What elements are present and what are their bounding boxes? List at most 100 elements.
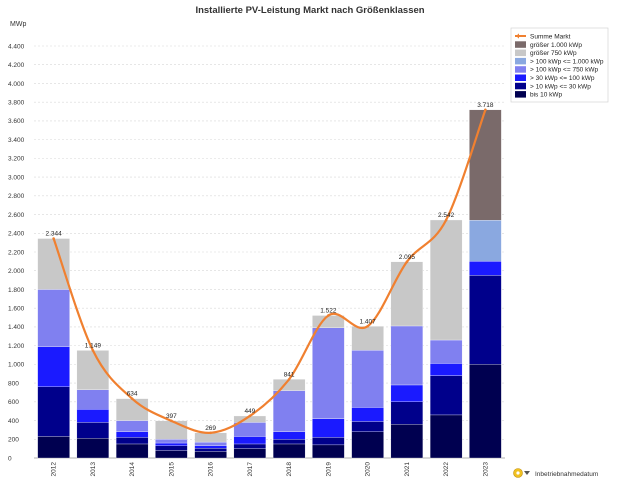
bar-segment	[155, 442, 188, 446]
x-tick-label: 2014	[129, 462, 136, 477]
bar-segment	[390, 325, 424, 386]
footer[interactable]: Inbetriebnahmedatum	[513, 468, 599, 479]
bar-segment	[194, 445, 227, 449]
legend-swatch	[515, 49, 526, 57]
bar-segment	[155, 420, 188, 440]
chart-title: Installierte PV-Leistung Markt nach Größ…	[195, 5, 424, 16]
bar-segment	[351, 431, 384, 459]
bar-segment	[390, 424, 424, 459]
sum-line-point	[366, 324, 369, 328]
bar-segment	[312, 327, 345, 419]
sum-line-point	[130, 397, 134, 400]
data-label: 2.542	[438, 212, 455, 219]
y-tick-label: 3.600	[8, 118, 25, 125]
filter-dropdown-icon[interactable]	[513, 468, 531, 478]
bar-segment	[194, 441, 227, 446]
x-tick-label: 2016	[208, 462, 215, 477]
y-tick-label: 1.000	[8, 362, 25, 369]
bar-segment	[390, 384, 424, 402]
legend-label: bis 10 kWp	[530, 92, 563, 99]
bar-segment	[312, 444, 345, 459]
bar-segment	[115, 420, 149, 432]
bar-segment	[115, 443, 149, 459]
data-label: 1.407	[359, 318, 376, 325]
x-tick-label: 2012	[51, 462, 58, 477]
bar-segment	[312, 437, 345, 446]
legend-swatch	[515, 41, 526, 48]
legend-swatch	[515, 82, 526, 90]
bar-segment	[233, 443, 267, 449]
bar-segment	[351, 407, 384, 422]
x-tick-label: 2018	[286, 462, 293, 477]
bar-segment	[194, 451, 227, 459]
y-tick-label: 2.400	[8, 231, 25, 238]
data-label: 397	[166, 413, 177, 420]
y-tick-label: 2.600	[8, 212, 25, 219]
y-tick-label: 3.800	[8, 99, 25, 106]
bar-segment	[155, 439, 188, 444]
sum-line-point	[248, 414, 252, 418]
bar-segment	[37, 346, 70, 387]
bar-segment	[351, 326, 384, 351]
data-label: 2.095	[399, 254, 416, 261]
bar-segment	[312, 418, 345, 438]
data-label: 1.522	[320, 307, 337, 314]
legend-label: > 100 kWp <= 750 kWp	[530, 67, 598, 74]
bar-segment	[155, 450, 188, 459]
bar-segment	[272, 431, 306, 440]
bars	[37, 109, 502, 459]
y-tick-label: 2.800	[8, 193, 25, 200]
y-tick-label: 600	[8, 399, 19, 406]
x-tick-label: 2023	[482, 462, 489, 477]
legend-label: größer 750 kWp	[530, 50, 577, 57]
sum-line-point	[170, 419, 173, 423]
bar-segment	[37, 289, 70, 347]
y-tick-label: 3.400	[8, 137, 25, 144]
bar-segment	[272, 439, 306, 445]
gridlines	[34, 45, 505, 459]
y-tick-label: 4.200	[8, 62, 25, 69]
bar-segment	[429, 363, 463, 376]
bar-segment	[155, 445, 188, 451]
bar-segment	[194, 432, 227, 443]
bar-segment	[37, 436, 70, 459]
bar-segment	[233, 448, 267, 459]
bar-segment	[194, 448, 227, 452]
data-label: 269	[205, 425, 216, 432]
legend-swatch	[515, 57, 526, 65]
sum-line-point	[484, 108, 487, 112]
y-tick-label: 800	[8, 380, 19, 387]
bar-segment	[429, 219, 463, 341]
y-tick-label: 3.200	[8, 156, 25, 163]
bar-segment	[312, 315, 345, 328]
bar-segment	[469, 275, 502, 365]
sum-line-path	[52, 108, 487, 434]
legend-label: > 10 kWp <= 30 kWp	[530, 83, 591, 90]
bar-segment	[233, 436, 267, 445]
sum-line-point	[52, 237, 55, 240]
bar-segment	[76, 389, 110, 410]
footer-label: Inbetriebnahmedatum	[535, 471, 598, 478]
y-tick-label: 1.600	[8, 305, 25, 312]
legend-label: größer 1.000 kWp	[530, 42, 582, 49]
y-tick-label: 4.000	[8, 81, 25, 88]
y-tick-label: 1.400	[8, 324, 25, 331]
x-tick-label: 2021	[404, 462, 411, 477]
legend-label: Summe Markt	[530, 34, 571, 41]
y-tick-label: 200	[8, 437, 19, 444]
bar-segment	[233, 422, 267, 437]
sum-line-point	[287, 377, 291, 381]
x-tick-label: 2017	[247, 462, 254, 477]
x-tick-label: 2015	[168, 462, 175, 477]
x-tick-label: 2013	[90, 462, 97, 477]
x-tick-label: 2020	[365, 462, 372, 477]
legend-swatch	[515, 66, 526, 73]
y-tick-label: 3.000	[8, 174, 25, 181]
y-axis-ticks: 0 200 400 600 800 1.000 1.200 1.400 1.600 1.800 2.…	[8, 43, 25, 462]
bar-segment	[37, 386, 70, 437]
data-label: 1.149	[85, 342, 102, 349]
bar-segment	[390, 261, 424, 327]
bar-segment	[37, 238, 70, 290]
